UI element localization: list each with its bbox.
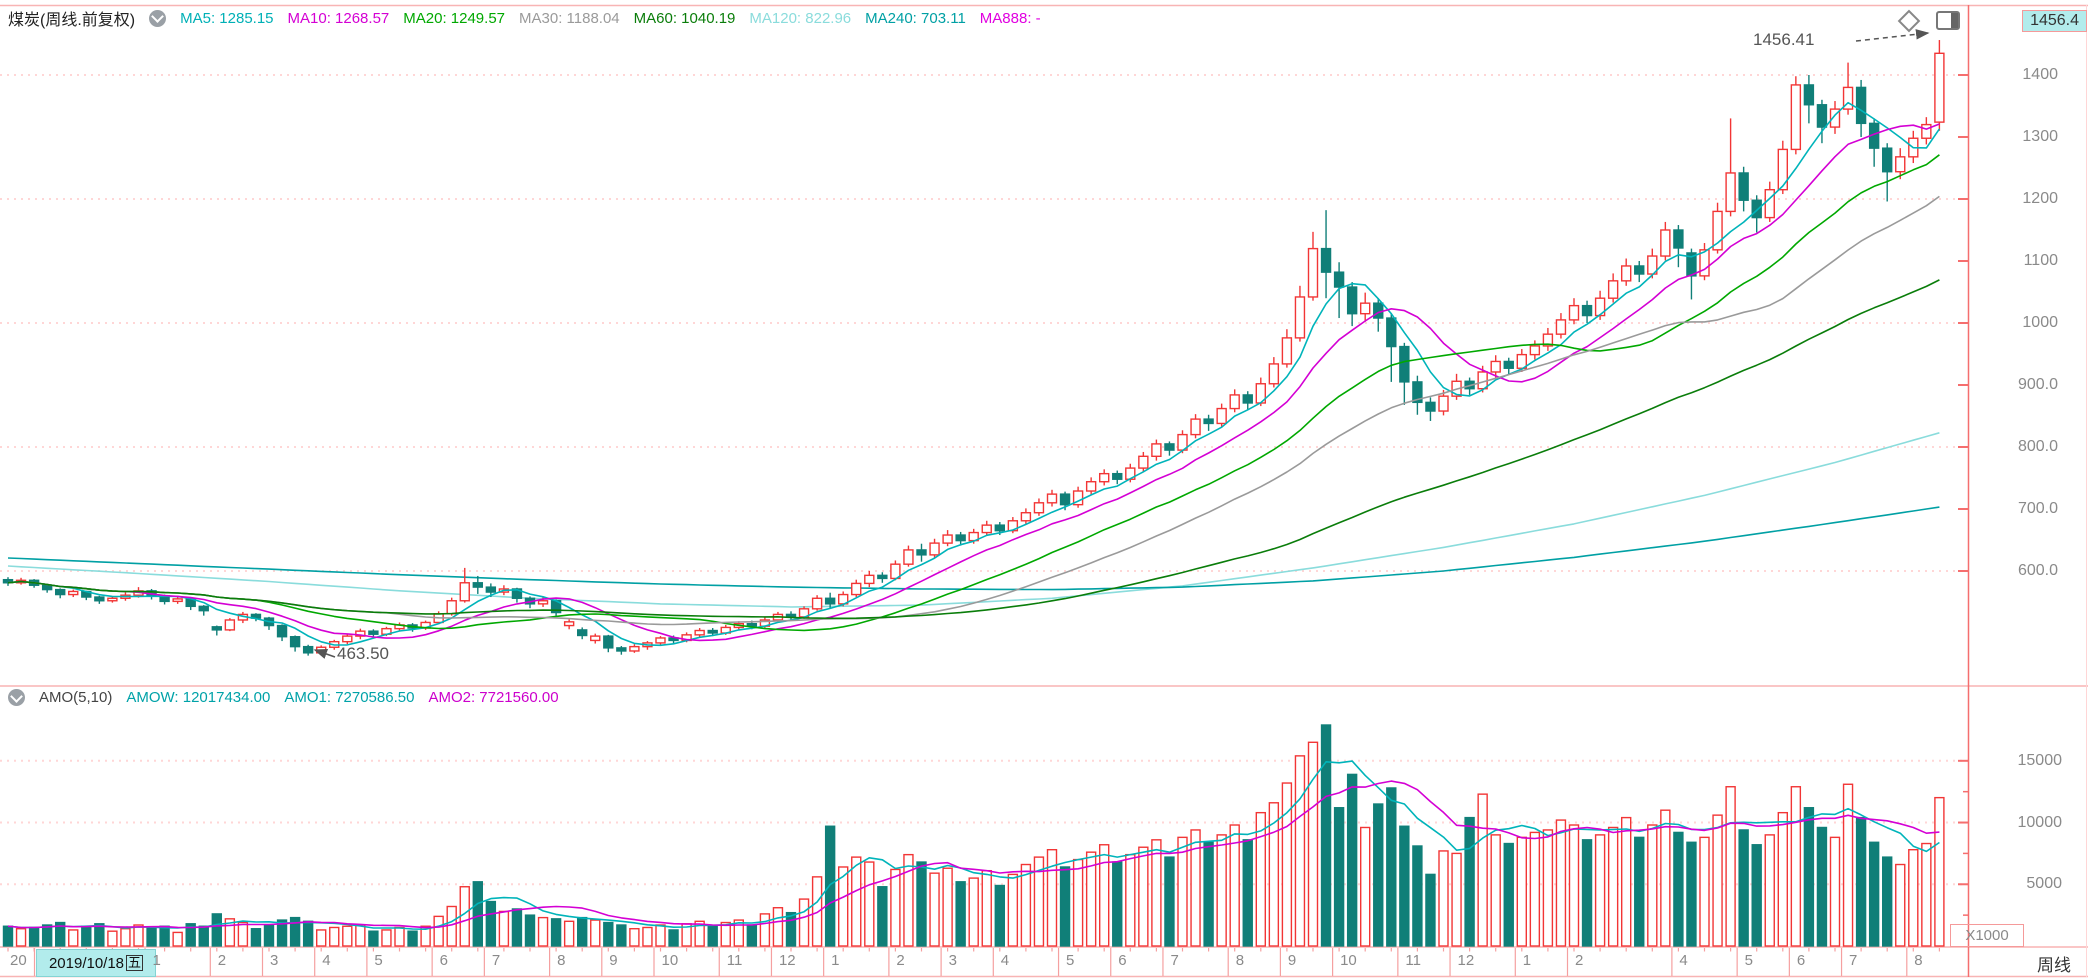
date-axis-month-label: 11 [726,952,743,969]
price-axis-label: 1300 [2022,128,2058,145]
date-axis-month-label: 2 [1575,952,1584,969]
date-axis-month-label: 9 [609,952,618,969]
date-axis-month-label: 5 [1744,952,1753,969]
price-axis-label: 1100 [2023,252,2058,269]
price-axis-label: 800.0 [2017,438,2058,455]
date-axis-month-label: 1 [1522,952,1532,969]
date-axis-month-label: 6 [1118,952,1127,969]
price-axis-label: 1400 [2022,66,2058,83]
date-axis-month-label: 10 [1340,952,1357,969]
date-axis-month-label: 3 [270,952,279,969]
latest-price-box: 1456.4 [2022,10,2087,32]
price-axis-label: 700.0 [2017,500,2058,517]
x-axis-first-label: 20 [10,952,27,969]
ma-legend-item: MA60: 1040.19 [633,9,736,27]
chart-title: 煤炭(周线.前复权) [8,12,136,29]
date-axis-month-label: 6 [439,952,448,969]
date-axis-month-label: 11 [1405,952,1421,969]
date-axis-month-label: 3 [948,952,957,969]
selected-weekday: 五 [126,955,144,971]
ma-legend-items: MA5: 1285.15 MA10: 1268.57 MA20: 1249.57 MA… [180,10,1041,27]
date-axis-month-label: 1 [831,952,840,969]
price-axis-label: 600.0 [2017,562,2058,579]
low-annotation: 463.50 [337,644,389,663]
date-axis-month-label: 7 [491,952,501,969]
amo-legend-item: AMO2: 7721560.00 [428,689,559,706]
date-axis-month-label: 2 [217,952,227,969]
ma-legend-item: MA888: - [979,9,1041,27]
date-axis-month-label: 8 [557,952,566,969]
amo-legend-items: AMOW: 12017434.00 AMO1: 7270586.50 AMO2: 7… [126,689,558,706]
amo-legend-item: AMOW: 12017434.00 [126,689,271,706]
main-panel-legend: 煤炭(周线.前复权) MA5: 1285.15 MA10: 1268.57 MA20… [8,6,1041,30]
selected-date: 2019/10/18 [48,954,125,972]
date-axis-month-label: 6 [1796,952,1806,969]
date-axis-month-label: 2 [896,952,905,969]
amo-panel-legend: AMO(5,10) AMOW: 12017434.00 AMO1: 7270586… [8,689,559,706]
date-axis-month-label: 7 [1849,952,1858,969]
price-axis-label: 1200 [2022,190,2058,207]
date-axis-month-label: 5 [374,952,383,969]
date-axis-month-label: 7 [1170,952,1179,969]
price-axis-label: 1000 [2022,314,2058,331]
ma-legend-item: MA10: 1268.57 [287,9,390,27]
date-axis-month-label: 12 [1457,952,1475,969]
amo-unit-label: X1000 [1950,924,2024,947]
ma-legend-item: MA5: 1285.15 [180,9,274,27]
date-axis-month-label: 4 [1679,952,1688,969]
ma-legend-item: MA30: 1188.04 [519,9,620,27]
date-axis-month-label: 10 [661,952,679,969]
price-axis-label: 900.0 [2017,376,2058,393]
date-axis-month-label: 4 [322,952,331,969]
date-axis-month-label: 9 [1287,952,1297,969]
high-annotation: 1456.41 [1753,30,1815,49]
amo-axis-label: 15000 [2017,751,2063,769]
period-label[interactable]: 周线 [2037,956,2071,975]
amo-axis-label: 5000 [2026,875,2062,893]
ma-legend-item: MA20: 1249.57 [403,9,506,27]
amo-legend-item: AMO1: 7270586.50 [284,689,415,706]
date-axis-month-label: 4 [1000,952,1010,969]
date-axis-month-label: 8 [1914,952,1923,969]
ma-legend-item: MA240: 703.11 [865,9,966,27]
amo-axis-label: 10000 [2017,813,2063,831]
selected-date-box: 2019/10/18 五 [36,949,156,977]
date-axis-month-label: 12 [778,952,796,969]
amo-indicator-name: AMO(5,10) [39,689,113,706]
date-axis-month-label: 8 [1235,952,1245,969]
date-axis-month-label: 1 [152,952,161,969]
ma-legend-item: MA120: 822.96 [749,9,852,27]
collapse-amo-panel-icon[interactable] [8,689,25,706]
panel-layout-icon[interactable] [1936,11,1960,30]
collapse-panel-icon[interactable] [149,9,167,27]
date-axis-month-label: 5 [1066,952,1075,969]
